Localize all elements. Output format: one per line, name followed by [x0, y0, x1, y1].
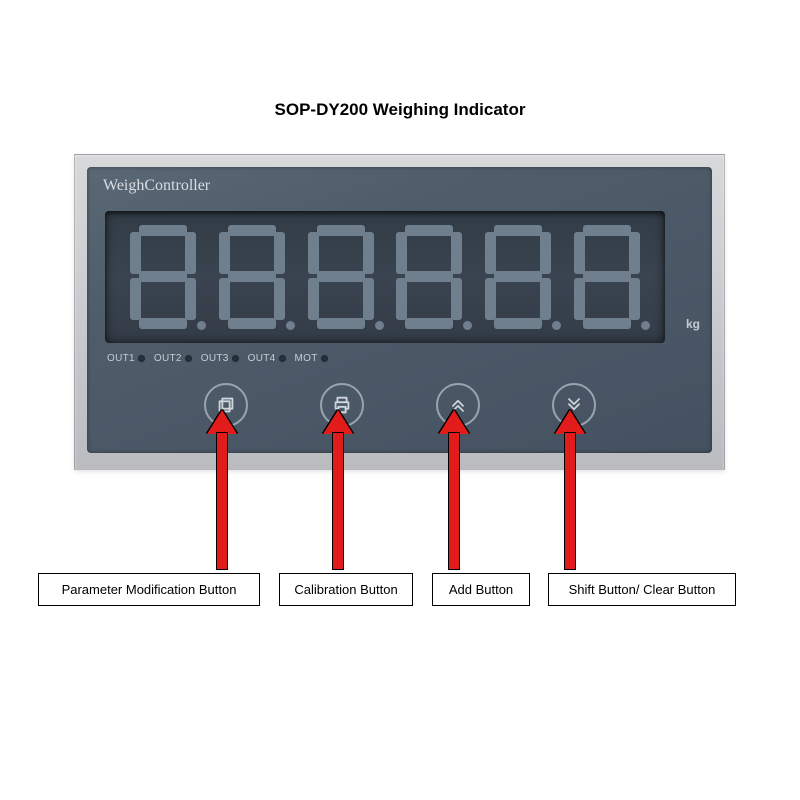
status-led: MOT — [295, 353, 328, 364]
status-led-label: OUT1 — [107, 353, 135, 364]
led-indicator-icon — [321, 355, 328, 362]
seven-segment-display — [105, 211, 665, 343]
control-button-row — [87, 383, 712, 427]
status-led-label: OUT3 — [201, 353, 229, 364]
status-led-row: OUT1 OUT2 OUT3 OUT4 MOT — [107, 353, 328, 364]
page-title: SOP-DY200 Weighing Indicator — [0, 100, 800, 120]
led-indicator-icon — [138, 355, 145, 362]
led-indicator-icon — [232, 355, 239, 362]
led-indicator-icon — [185, 355, 192, 362]
callout-label: Calibration Button — [279, 573, 413, 606]
status-led-label: OUT2 — [154, 353, 182, 364]
status-led: OUT1 — [107, 353, 145, 364]
led-indicator-icon — [279, 355, 286, 362]
digit — [570, 222, 644, 332]
digit — [215, 222, 289, 332]
brand-label: WeighController — [103, 177, 210, 195]
callout-label: Parameter Modification Button — [38, 573, 260, 606]
unit-label: kg — [686, 317, 700, 331]
status-led-label: MOT — [295, 353, 318, 364]
status-led: OUT3 — [201, 353, 239, 364]
digit — [126, 222, 200, 332]
callout-label: Shift Button/ Clear Button — [548, 573, 736, 606]
device-bezel: WeighController kg OUT1 OUT2 OUT3 OUT4 MOT — [74, 154, 725, 470]
device-face: WeighController kg OUT1 OUT2 OUT3 OUT4 MOT — [87, 167, 712, 453]
status-led: OUT2 — [154, 353, 192, 364]
callout-label: Add Button — [432, 573, 530, 606]
digit — [304, 222, 378, 332]
digit — [392, 222, 466, 332]
status-led: OUT4 — [248, 353, 286, 364]
digit — [481, 222, 555, 332]
status-led-label: OUT4 — [248, 353, 276, 364]
